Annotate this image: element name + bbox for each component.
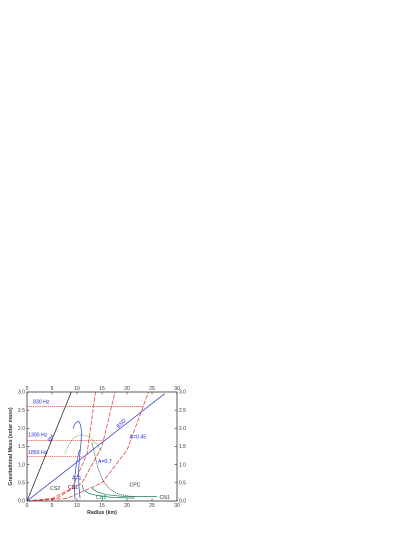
annotation-830-hz: 830 Hz	[33, 400, 50, 406]
y-tick-label-right: 2.0	[179, 426, 186, 432]
series-cpc-line	[91, 442, 135, 497]
x-tick-label-top: 10	[74, 386, 80, 392]
x-tick-label-top: 20	[124, 386, 130, 392]
y-tick-label-right: 1.0	[179, 462, 186, 468]
x-tick-label-top: 25	[149, 386, 155, 392]
x-tick-label-bottom: 5	[51, 503, 54, 509]
x-tick-label-bottom: 25	[149, 503, 155, 509]
x-tick-label-bottom: 30	[174, 503, 180, 509]
y-tick-label-left: 2.5	[18, 408, 25, 414]
series-bh-line	[27, 392, 72, 501]
series-a-1-line	[27, 392, 96, 501]
annotation-a-0-7: A=0.7	[98, 459, 112, 465]
x-axis-label: Radius (km)	[87, 510, 117, 516]
annotation-bsd: BSD	[116, 418, 128, 430]
annotation-a-1: A=1	[72, 476, 81, 482]
series-a-0-45-line	[27, 392, 149, 501]
x-tick-label-bottom: 0	[26, 503, 29, 509]
y-tick-label-left: 1.5	[18, 444, 25, 450]
series-guide-10-line	[64, 434, 102, 455]
series-cn1-line	[91, 487, 158, 497]
x-tick-label-top: 0	[26, 386, 29, 392]
annotation-cn1: CN1	[160, 495, 170, 501]
y-tick-label-left: 0.5	[18, 481, 25, 487]
y-axis-label: Gravitational Mass (solar mass)	[8, 407, 14, 485]
annotation-cn2: CN2	[96, 495, 106, 501]
y-tick-label-left: 3.0	[18, 390, 25, 396]
series-cs2-line	[74, 449, 80, 500]
series-a-0-7-line	[27, 392, 116, 501]
x-tick-label-bottom: 10	[74, 503, 80, 509]
y-tick-label-right: 2.5	[179, 408, 186, 414]
y-tick-label-right: 3.0	[179, 390, 186, 396]
series-cs1-line	[72, 420, 82, 499]
y-tick-label-right: 0.0	[179, 499, 186, 505]
y-tick-label-right: 1.5	[179, 444, 186, 450]
y-tick-label-left: 1.0	[18, 462, 25, 468]
x-tick-label-top: 15	[99, 386, 105, 392]
annotation-cpc: CPC	[130, 482, 141, 488]
annotation-1300-hz: 1300 Hz	[28, 433, 48, 439]
x-tick-label-bottom: 20	[124, 503, 130, 509]
x-tick-label-top: 5	[51, 386, 54, 392]
series-bsd-line	[27, 393, 165, 501]
y-tick-label-left: 2.0	[18, 426, 25, 432]
x-tick-label-top: 30	[174, 386, 180, 392]
y-tick-label-left: 0.0	[18, 499, 25, 505]
annotation-cs2: CS2	[50, 486, 60, 492]
curves-layer	[27, 392, 165, 501]
y-tick-label-right: 0.5	[179, 481, 186, 487]
annotation-bh: BH	[47, 434, 56, 443]
annotation-1850-hz: 1850 Hz	[28, 450, 48, 456]
x-tick-label-bottom: 15	[99, 503, 105, 509]
annotation-a-0-45: A=0.45	[130, 435, 147, 441]
series-cn2-line	[81, 484, 135, 499]
annotation-cs1: CS1	[68, 485, 78, 491]
